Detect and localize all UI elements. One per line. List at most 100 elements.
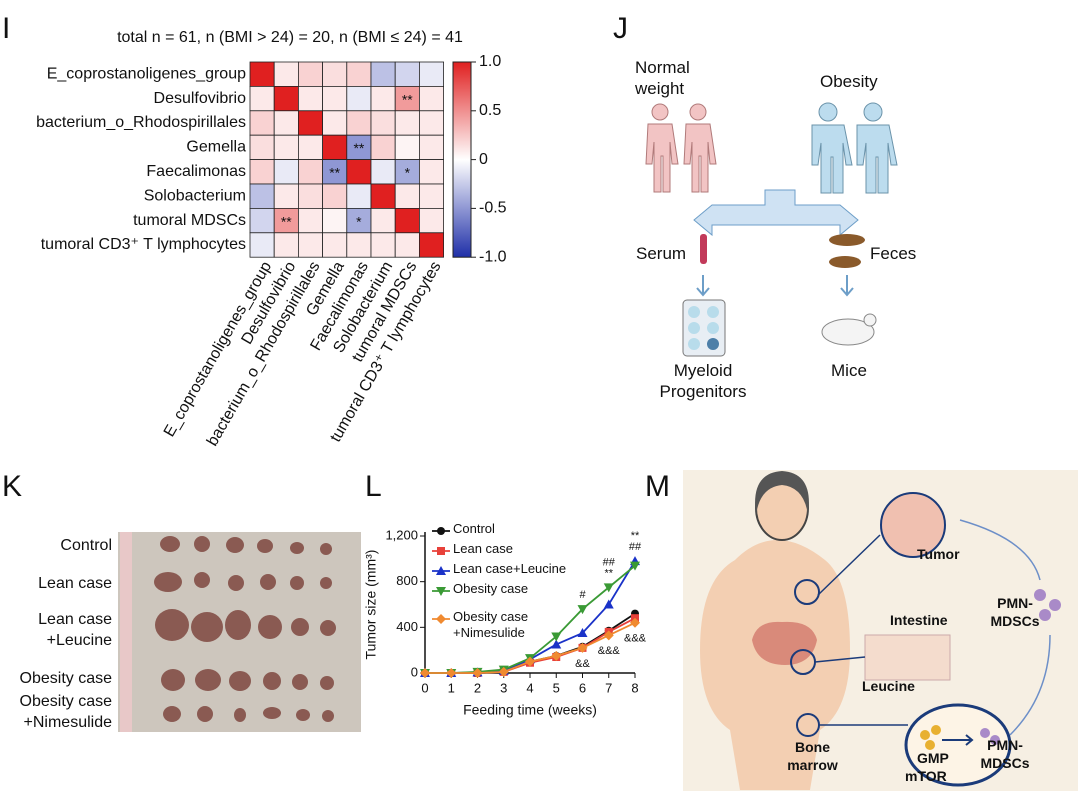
heatmap-cell [249, 86, 275, 112]
target-label: Mice [831, 361, 867, 380]
significance-label: ** [604, 567, 613, 579]
heatmap-cell [418, 86, 444, 112]
heatmap-cell [297, 207, 323, 234]
significance-label: * [356, 213, 362, 229]
data-point [551, 639, 562, 649]
arrow [840, 275, 854, 297]
heatmap-cell [249, 183, 275, 209]
tumor-circle [794, 579, 820, 605]
heatmap-cell [418, 183, 444, 209]
hair [755, 471, 809, 515]
group-label: Obesity case +Nimesulide [19, 693, 112, 731]
x-tick-label: 3 [500, 680, 507, 695]
heatmap-cell [322, 134, 348, 160]
feces [829, 256, 861, 268]
data-point [630, 561, 640, 571]
legend-label: Lean case [453, 541, 513, 556]
group-label: Normal weight [635, 58, 690, 98]
heatmap-cell [370, 134, 396, 160]
heatmap-cell [249, 134, 275, 160]
y-tick-label: 1,200 [385, 527, 418, 542]
mouse [821, 318, 875, 346]
panel-letter: K [2, 470, 22, 503]
group-label: Lean case [38, 575, 112, 592]
panel-letter: J [613, 12, 628, 45]
heatmap-cell [249, 61, 275, 87]
data-point [577, 605, 588, 615]
heatmap-cell [346, 134, 372, 160]
heatmap-cell [273, 61, 299, 87]
tumor-zoom [880, 492, 946, 558]
data-point [551, 632, 562, 642]
split-arrow [693, 189, 859, 237]
group-label: Obesity case [19, 670, 112, 687]
colorbar-tick-label: -0.5 [479, 200, 507, 217]
data-point [437, 547, 445, 555]
row-label: Solobacterium [144, 187, 246, 204]
arrow [696, 275, 710, 297]
heatmap-cell [322, 207, 348, 234]
target-label: Myeloid Progenitors [659, 361, 747, 401]
heatmap-cell [394, 232, 420, 258]
heatmap-cell [273, 183, 299, 209]
gmp-cells [920, 725, 941, 750]
legend-label: Obesity case +Nimesulide [453, 609, 529, 640]
heatmap-cell [297, 61, 323, 87]
mdsc-cells [980, 589, 1061, 745]
panel-letter: I [2, 12, 10, 45]
sample-label: Feces [870, 244, 917, 263]
colorbar-tick-label: 1.0 [479, 53, 501, 70]
panel-letter: M [645, 470, 670, 503]
heatmap-cell [297, 159, 323, 185]
data-point [436, 587, 446, 596]
data-point [603, 599, 614, 609]
heatmap-cell [249, 159, 275, 185]
data-point [551, 650, 562, 661]
data-point [630, 617, 640, 628]
row-label: E_coprostanoligenes_group [47, 65, 246, 82]
heatmap-cell [273, 110, 299, 136]
feces [829, 234, 865, 246]
schematic-label: Intestine [890, 612, 948, 628]
heatmap-cell [346, 159, 372, 185]
y-tick-label: 800 [396, 573, 418, 588]
heatmap-cell [418, 207, 444, 234]
heatmap-cell [394, 134, 420, 160]
legend-label: Control [453, 521, 495, 536]
legend-label: Lean case+Leucine [453, 561, 567, 576]
x-axis-label: Feeding time (weeks) [463, 702, 597, 718]
schematic-label: GMP [917, 750, 949, 766]
y-tick-label: 0 [411, 664, 418, 679]
data-point [436, 566, 446, 575]
heatmap-cell [418, 61, 444, 87]
data-point [420, 668, 430, 678]
group-label: Obesity [820, 72, 878, 91]
heatmap-cell [322, 110, 348, 136]
schematic-label: PMN-MDSCs [990, 595, 1040, 629]
heatmap-cell [297, 134, 323, 160]
data-point [472, 668, 483, 678]
x-tick-label: 8 [631, 680, 638, 695]
data-point [603, 583, 614, 593]
people-normal [645, 103, 717, 193]
x-tick-label: 1 [448, 680, 455, 695]
significance-label: ## [629, 541, 642, 553]
heatmap-cell [322, 232, 348, 258]
heatmap-cell [418, 232, 444, 258]
heatmap-cell [322, 159, 348, 185]
heatmap-cell [273, 86, 299, 112]
heatmap-cell [297, 86, 323, 112]
heatmap-cell [394, 110, 420, 136]
heatmap-cell [297, 183, 323, 209]
heatmap-cell [346, 232, 372, 258]
schematic-label: Leucine [862, 678, 915, 694]
heatmap-cell [418, 134, 444, 160]
marrow-zoom [904, 703, 1012, 787]
heatmap-cell [394, 86, 420, 112]
x-tick-label: 2 [474, 680, 481, 695]
data-point [525, 656, 535, 667]
data-point [577, 628, 588, 638]
colorbar-tick-label: 0.5 [479, 102, 501, 119]
data-point [436, 614, 446, 624]
